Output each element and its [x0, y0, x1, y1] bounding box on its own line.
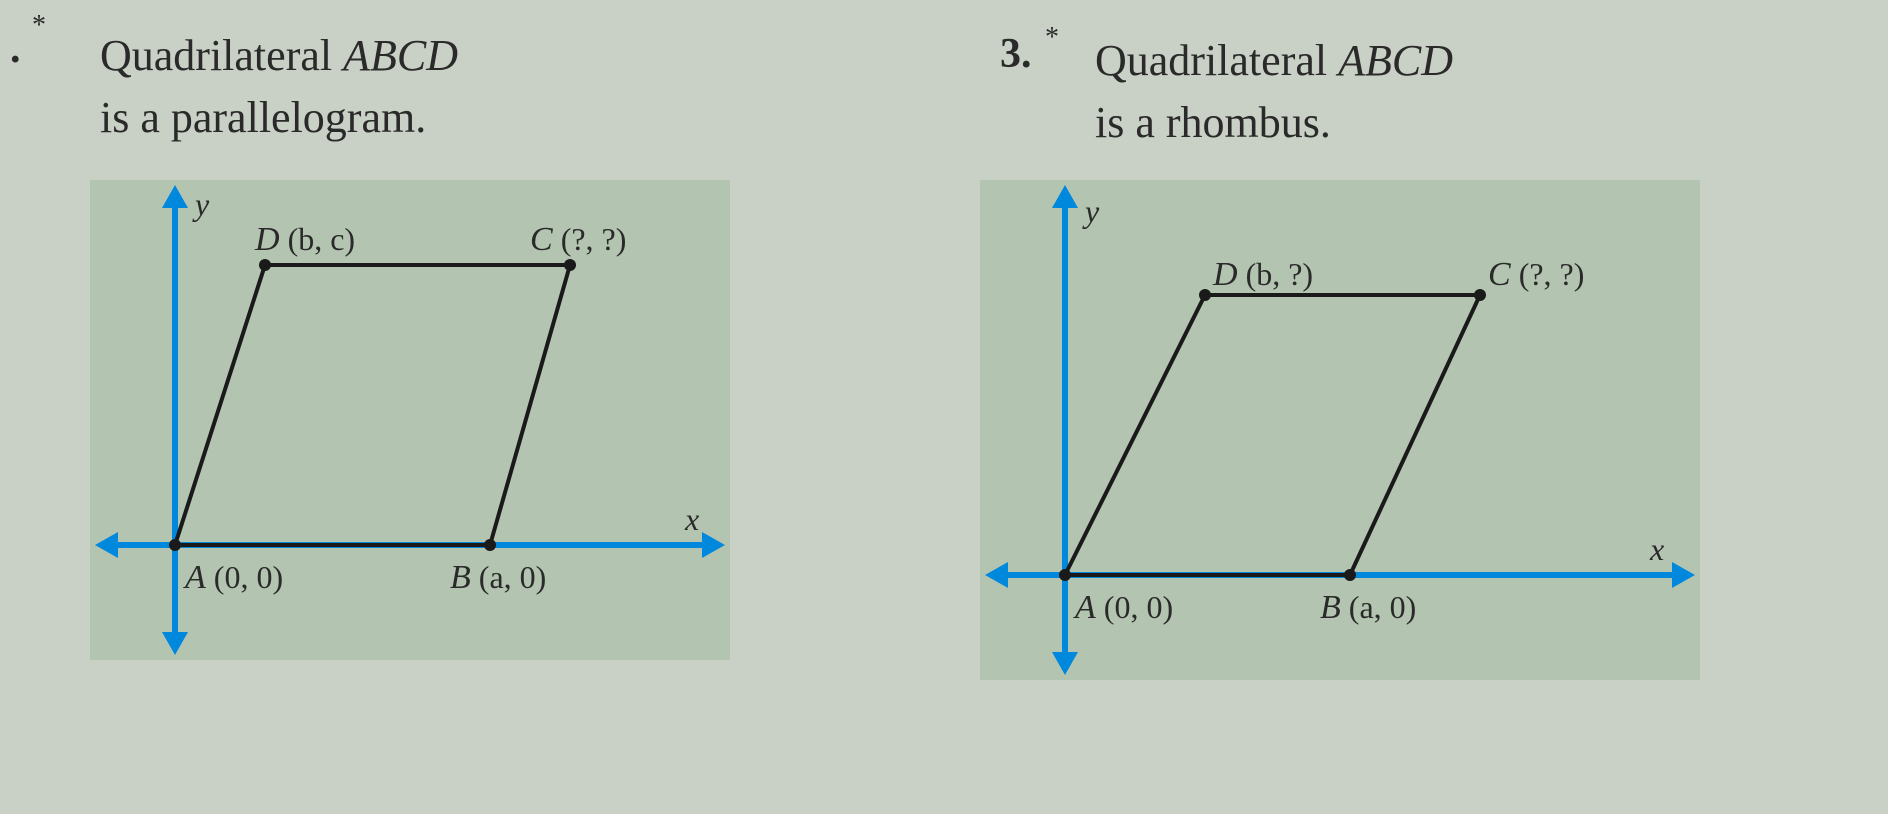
- label-a: A (0, 0): [1073, 589, 1173, 626]
- problem-line2: is a parallelogram.: [100, 93, 426, 142]
- x-axis-arrow-left: [985, 562, 1008, 588]
- vertex-b: [1344, 569, 1356, 581]
- point-letter: D: [1212, 256, 1238, 293]
- graph-left: y x A (0, 0) B (a, 0) C (?, ?) D (b, c): [90, 180, 730, 660]
- point-coords: (0, 0): [214, 559, 283, 595]
- prompt-text: Quadrilateral: [100, 31, 343, 80]
- point-coords: (0, 0): [1104, 589, 1173, 625]
- problem-text-left: Quadrilateral ABCD is a parallelogram.: [100, 25, 458, 148]
- vertex-b: [484, 539, 496, 551]
- rhombus-shape: [1065, 295, 1480, 575]
- problem-text-right: Quadrilateral ABCD is a rhombus.: [1095, 30, 1453, 153]
- point-letter: A: [183, 559, 206, 596]
- point-coords: (a, 0): [479, 559, 547, 595]
- point-letter: D: [254, 221, 280, 258]
- vertex-d: [1199, 289, 1211, 301]
- y-axis-arrow-up: [162, 185, 188, 208]
- parallelogram-shape: [175, 265, 570, 545]
- point-letter: C: [530, 221, 553, 258]
- y-axis-arrow-down: [1052, 652, 1078, 675]
- vertex-c: [564, 259, 576, 271]
- point-letter: C: [1488, 256, 1511, 293]
- shape-name: ABCD: [1338, 36, 1453, 85]
- prompt-text: Quadrilateral: [1095, 36, 1338, 85]
- problem-bullet-left: .: [10, 25, 21, 73]
- vertex-a: [1059, 569, 1071, 581]
- problem-asterisk-right: *: [1045, 22, 1059, 54]
- x-axis-label: x: [684, 501, 699, 537]
- problem-number-right: 3.: [1000, 30, 1032, 78]
- x-axis-arrow-left: [95, 532, 118, 558]
- y-axis-arrow-up: [1052, 185, 1078, 208]
- y-axis-arrow-down: [162, 632, 188, 655]
- point-coords: (b, ?): [1246, 256, 1314, 292]
- point-coords: (a, 0): [1349, 589, 1417, 625]
- label-a: A (0, 0): [183, 559, 283, 596]
- y-axis-label: y: [1082, 193, 1100, 229]
- x-axis-arrow-right: [1672, 562, 1695, 588]
- label-d: D (b, ?): [1212, 256, 1313, 293]
- point-coords: (?, ?): [1519, 256, 1585, 292]
- problem-line2: is a rhombus.: [1095, 98, 1331, 147]
- shape-name: ABCD: [343, 31, 458, 80]
- vertex-c: [1474, 289, 1486, 301]
- problem-line1: Quadrilateral ABCD: [1095, 36, 1453, 85]
- label-b: B (a, 0): [450, 559, 546, 596]
- label-c: C (?, ?): [1488, 256, 1584, 293]
- label-d: D (b, c): [254, 221, 355, 258]
- point-coords: (b, c): [288, 221, 356, 257]
- vertex-d: [259, 259, 271, 271]
- graph-right: y x A (0, 0) B (a, 0) C (?, ?) D (b, ?): [980, 180, 1700, 680]
- graph-svg-right: y x A (0, 0) B (a, 0) C (?, ?) D (b, ?): [980, 180, 1700, 680]
- y-axis-label: y: [192, 186, 210, 222]
- label-b: B (a, 0): [1320, 589, 1416, 626]
- label-c: C (?, ?): [530, 221, 626, 258]
- x-axis-arrow-right: [702, 532, 725, 558]
- problem-line1: Quadrilateral ABCD: [100, 31, 458, 80]
- point-letter: B: [450, 559, 471, 596]
- point-letter: A: [1073, 589, 1096, 626]
- point-coords: (?, ?): [561, 221, 627, 257]
- graph-svg-left: y x A (0, 0) B (a, 0) C (?, ?) D (b, c): [90, 180, 730, 660]
- point-letter: B: [1320, 589, 1341, 626]
- problem-asterisk-left: *: [32, 10, 46, 42]
- x-axis-label: x: [1649, 531, 1664, 567]
- vertex-a: [169, 539, 181, 551]
